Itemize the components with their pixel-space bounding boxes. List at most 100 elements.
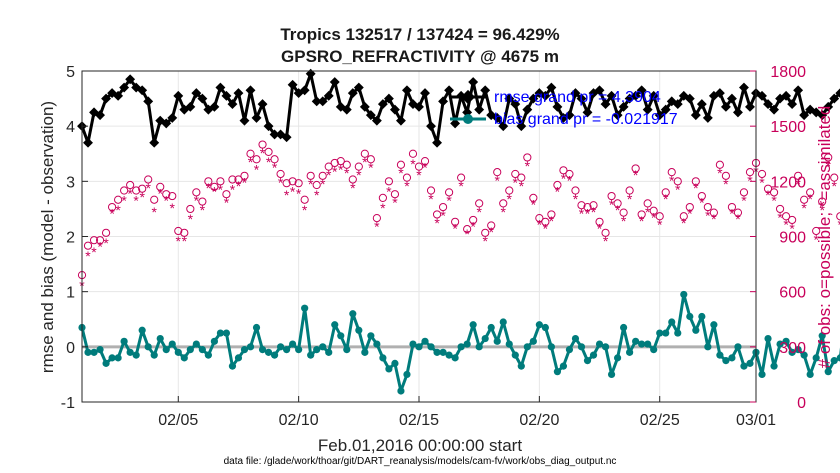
bias-point [565,345,574,354]
possible-obs-point [769,188,779,197]
bias-point [126,348,134,356]
assimilated-obs-point: * [302,202,308,218]
bias-point [541,323,549,332]
legend: rmse grand pr = 4.3904 bias grand pr = -… [450,89,678,128]
bias-point [319,343,327,351]
assimilated-obs-point: * [115,202,121,218]
bias-point [204,351,212,359]
assimilated-obs-point: * [777,209,783,225]
assimilated-obs-point: * [404,178,410,194]
assimilated-obs-point: * [308,176,314,192]
data-file-footnote: data file: /glade/work/thoar/git/DART_re… [224,456,617,467]
possible-obs-point [222,190,231,199]
possible-obs-point [366,155,375,164]
possible-obs-point [775,204,785,214]
possible-obs-point [739,188,749,197]
possible-obs-point [763,184,773,193]
possible-obs-point [631,164,640,173]
possible-obs-point [661,188,670,197]
rmse-point [516,121,527,132]
assimilated-obs-point: * [669,172,675,188]
rmse-point [167,112,178,123]
rmse-point [720,101,731,112]
possible-obs-point [354,162,363,171]
rmse-point [510,99,521,110]
assimilated-obs-point: * [585,206,591,222]
possible-obs-point [559,166,568,175]
bias-point [505,340,513,348]
possible-obs-point [180,228,189,237]
possible-obs-point [186,204,195,214]
possible-obs-point [667,168,676,177]
y2-tick-label: 1800 [770,64,806,81]
assimilated-obs-point: * [158,185,164,201]
bias-point [686,312,694,321]
assimilated-obs-point: * [482,233,488,249]
assimilated-obs-point: * [422,160,428,176]
possible-obs-point [95,236,105,245]
bias-point [620,323,628,332]
rmse-series [77,68,840,148]
bias-point [529,337,537,345]
rmse-point [546,82,557,93]
possible-obs-point [595,217,604,226]
y-tick-label: 2 [66,230,75,247]
bias-point [818,332,826,340]
bias-point [252,323,261,332]
assimilated-obs-point: * [531,196,537,212]
assimilated-obs-point: * [278,174,284,190]
assimilated-obs-point: * [97,239,103,255]
bias-point [367,332,375,340]
bias-point [156,334,164,343]
assimilated-obs-point: * [127,185,133,201]
x-tick-label: 02/05 [158,412,198,429]
bias-point [234,354,243,362]
assimilated-obs-point: * [789,220,795,236]
assimilated-obs-point: * [525,158,531,174]
assimilated-obs-point: * [488,224,494,240]
rmse-point [817,110,828,121]
possible-obs-point [138,184,147,193]
possible-obs-point [402,173,412,182]
assimilated-obs-point: * [290,184,296,200]
rmse-point [101,93,112,104]
rmse-point [161,118,172,129]
bias-point [84,348,92,356]
possible-obs-point [824,153,833,162]
assimilated-obs-point: * [206,180,212,196]
rmse-point [305,68,316,79]
assimilated-obs-point: * [103,235,109,251]
rmse-point [137,85,148,96]
bias-point [192,340,200,348]
rmse-point [672,99,683,110]
bias-point [517,362,525,370]
bias-point [150,351,158,359]
possible-obs-point [432,210,442,219]
bias-point [439,348,447,356]
rmse-point [823,101,834,112]
rmse-point [257,99,268,110]
assimilated-obs-point: * [832,178,838,194]
assimilated-obs-point: * [513,174,519,190]
bias-point [108,354,116,362]
x-tick-label: 02/25 [640,412,680,429]
rmse-point [702,112,713,123]
y-axis-label: rmse and bias (model - observation) [38,101,57,373]
possible-obs-point [643,199,652,208]
bias-point [583,357,592,365]
possible-obs-point [601,228,610,237]
possible-obs-point [625,186,634,195]
possible-obs-point [162,190,171,199]
bias-point [650,345,658,354]
assimilated-obs-point: * [326,167,332,183]
rmse-point [426,121,436,132]
possible-obs-point [270,155,279,164]
rmse-point [582,107,593,118]
bias-point [836,354,840,362]
assimilated-obs-point: * [446,193,452,209]
possible-obs-point [781,212,791,221]
assimilated-obs-point: * [314,187,320,203]
bias-line [80,292,840,393]
assimilated-obs-point: * [332,163,338,179]
bias-point [168,340,176,348]
